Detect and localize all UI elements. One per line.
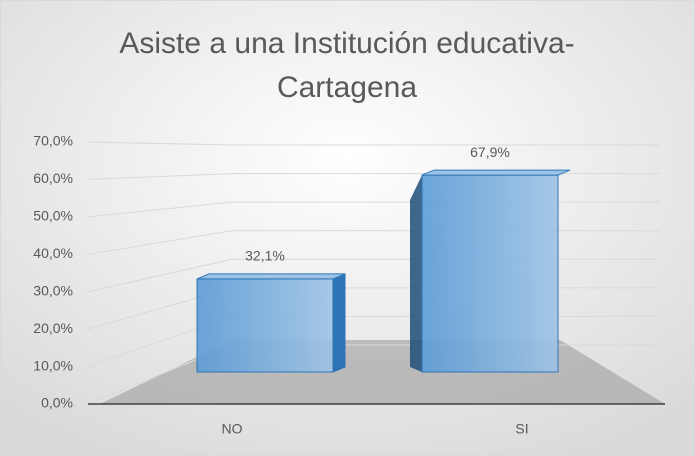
y-tick-label: 50,0% [33, 208, 73, 224]
y-tick-label: 30,0% [33, 282, 73, 298]
bar [196, 278, 334, 373]
bar-top [196, 273, 346, 280]
chart-title: Asiste a una Institución educativa-Carta… [119, 27, 575, 104]
bar [421, 174, 559, 373]
bar-top [421, 169, 571, 176]
bar-side [332, 273, 346, 373]
y-tick-label: 40,0% [33, 245, 73, 261]
data-label: 67,9% [470, 144, 510, 160]
bar-side [410, 175, 422, 372]
y-tick-label: 60,0% [33, 170, 73, 186]
x-tick-label: SI [515, 421, 528, 437]
x-tick-label: NO [222, 421, 243, 437]
data-label: 32,1% [245, 248, 285, 264]
y-tick-label: 10,0% [33, 357, 73, 373]
y-tick-label: 0,0% [41, 395, 73, 411]
y-tick-label: 20,0% [33, 320, 73, 336]
y-tick-label: 70,0% [33, 133, 73, 149]
grid-line [87, 141, 660, 146]
